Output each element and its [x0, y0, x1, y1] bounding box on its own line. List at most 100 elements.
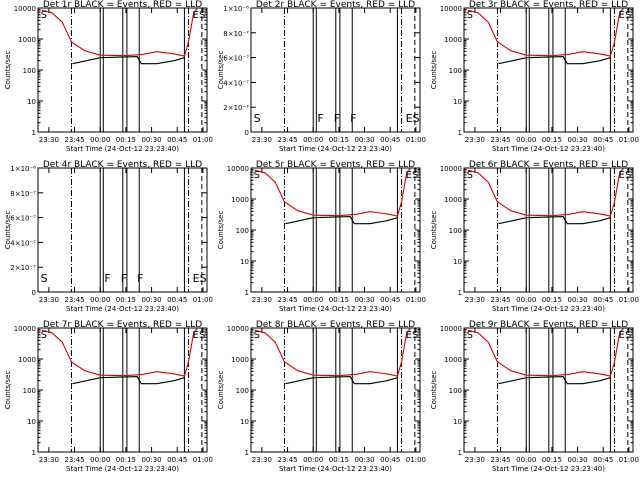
- panel-title: Det 1r BLACK = Events, RED = LLD: [43, 0, 202, 10]
- y-tick-label: 1: [458, 449, 462, 457]
- x-tick-label: 00:00: [90, 456, 110, 464]
- y-tick-label: 10000: [227, 325, 249, 333]
- lld-series-line: [467, 327, 625, 377]
- x-tick-label: 00:00: [90, 136, 110, 144]
- lld-series-line: [467, 7, 625, 57]
- x-tick-label: 00:00: [516, 456, 536, 464]
- interval-marker-label: S: [41, 272, 48, 285]
- panel-title: Det 5r BLACK = Events, RED = LLD: [256, 160, 415, 170]
- y-tick-label: 100: [449, 67, 462, 75]
- x-tick-label: 00:45: [380, 296, 400, 304]
- x-axis-label: Start Time (24-Oct-12 23:23:40): [66, 465, 179, 473]
- y-axis-label: Counts/sec: [4, 51, 12, 90]
- y-tick-label: 6×10⁻⁷: [223, 55, 249, 63]
- y-tick-label: 1: [32, 129, 36, 137]
- x-axis-label: Start Time (24-Oct-12 23:23:40): [492, 305, 605, 313]
- events-series-line: [498, 216, 611, 225]
- x-tick-label: 00:30: [141, 456, 161, 464]
- x-tick-label: 00:15: [116, 456, 136, 464]
- y-tick-label: 1000: [18, 36, 36, 44]
- x-tick-label: 00:45: [380, 456, 400, 464]
- y-tick-label: 10: [27, 98, 36, 106]
- interval-marker-label: ES: [406, 170, 419, 181]
- y-axis-label: Counts/sec: [4, 211, 12, 250]
- y-tick-label: 1×10⁻⁶: [10, 165, 36, 173]
- interval-marker-label: F: [104, 272, 110, 285]
- x-tick-label: 00:30: [141, 136, 161, 144]
- x-axis-label: Start Time (24-Oct-12 23:23:40): [492, 145, 605, 153]
- y-tick-label: 100: [449, 227, 462, 235]
- x-tick-label: 23:30: [252, 456, 272, 464]
- y-tick-label: 100: [23, 67, 36, 75]
- x-tick-label: 00:45: [593, 456, 613, 464]
- y-axis-label: Counts/sec: [430, 211, 438, 250]
- detector-panel: Det 6r BLACK = Events, RED = LLD 1 10 100 10…: [430, 160, 639, 313]
- interval-marker-label: S: [254, 112, 261, 125]
- y-axis-label: Counts/sec: [217, 211, 225, 250]
- interval-marker-label: ES: [193, 10, 206, 21]
- x-tick-label: 23:30: [39, 136, 59, 144]
- x-tick-label: 23:30: [39, 456, 59, 464]
- y-tick-label: 100: [23, 387, 36, 395]
- interval-marker-label: ES: [619, 170, 632, 181]
- x-tick-label: 23:45: [64, 456, 84, 464]
- lld-series-line: [254, 167, 412, 217]
- interval-marker-label: ES: [193, 330, 206, 341]
- panel-title: Det 9r BLACK = Events, RED = LLD: [469, 320, 628, 330]
- x-tick-label: 00:15: [542, 136, 562, 144]
- y-tick-label: 1000: [231, 356, 249, 364]
- y-tick-label: 1×10⁻⁶: [223, 5, 249, 13]
- x-tick-label: 00:00: [303, 136, 323, 144]
- y-tick-label: 4×10⁻⁷: [10, 239, 36, 247]
- x-tick-label: 01:00: [619, 136, 639, 144]
- y-tick-label: 10000: [14, 325, 36, 333]
- x-tick-label: 00:15: [329, 456, 349, 464]
- y-axis-label: Counts/sec: [217, 371, 225, 410]
- y-tick-label: 10: [453, 98, 462, 106]
- x-tick-label: 00:45: [380, 136, 400, 144]
- x-tick-label: 00:00: [516, 136, 536, 144]
- x-tick-label: 23:30: [39, 296, 59, 304]
- x-tick-label: 00:30: [567, 296, 587, 304]
- x-axis-label: Start Time (24-Oct-12 23:23:40): [279, 145, 392, 153]
- x-tick-label: 00:00: [303, 456, 323, 464]
- detector-panel: Det 2r BLACK = Events, RED = LLD 0 2×10⁻⁷ 4…: [217, 0, 426, 153]
- lld-series-line: [41, 327, 199, 377]
- x-tick-label: 00:30: [567, 136, 587, 144]
- x-tick-label: 23:30: [465, 296, 485, 304]
- x-tick-label: 00:30: [567, 456, 587, 464]
- y-tick-label: 1: [245, 449, 249, 457]
- events-series-line: [72, 376, 185, 385]
- x-tick-label: 23:30: [252, 296, 272, 304]
- x-tick-label: 00:45: [167, 296, 187, 304]
- y-tick-label: 8×10⁻⁷: [10, 190, 36, 198]
- y-tick-label: 10: [453, 418, 462, 426]
- interval-marker-label: S: [41, 10, 47, 21]
- x-tick-label: 23:45: [490, 456, 510, 464]
- x-axis-label: Start Time (24-Oct-12 23:23:40): [279, 465, 392, 473]
- y-tick-label: 100: [449, 387, 462, 395]
- x-tick-label: 00:15: [329, 296, 349, 304]
- events-series-line: [498, 376, 611, 385]
- interval-marker-label: S: [467, 10, 473, 21]
- lld-series-line: [41, 7, 199, 57]
- detector-panel: Det 7r BLACK = Events, RED = LLD 1 10 100 10…: [4, 320, 213, 473]
- x-tick-label: 23:30: [465, 456, 485, 464]
- y-tick-label: 1: [458, 129, 462, 137]
- interval-marker-label: ES: [406, 112, 420, 125]
- detector-panel: Det 5r BLACK = Events, RED = LLD 1 10 100 10…: [217, 160, 426, 313]
- y-tick-label: 8×10⁻⁷: [223, 30, 249, 38]
- y-tick-label: 100: [236, 387, 249, 395]
- events-series-line: [498, 56, 611, 65]
- y-tick-label: 10: [453, 258, 462, 266]
- panel-title: Det 6r BLACK = Events, RED = LLD: [469, 160, 628, 170]
- interval-marker-label: ES: [193, 272, 207, 285]
- x-tick-label: 23:45: [64, 136, 84, 144]
- x-tick-label: 00:30: [141, 296, 161, 304]
- lld-series-line: [467, 167, 625, 217]
- x-tick-label: 23:30: [465, 136, 485, 144]
- y-tick-label: 1000: [444, 36, 462, 44]
- x-tick-label: 00:15: [542, 456, 562, 464]
- x-tick-label: 23:45: [490, 136, 510, 144]
- y-tick-label: 1: [245, 289, 249, 297]
